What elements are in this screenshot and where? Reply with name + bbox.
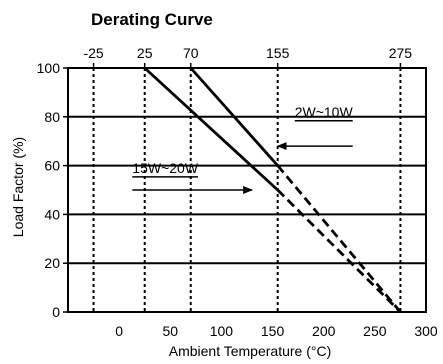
top-tick-label: 155: [266, 45, 290, 61]
series-1-solid-segment: [143, 66, 279, 192]
x-tick-label: 250: [363, 323, 387, 339]
series-1-dashed-segment: [276, 189, 402, 313]
x-tick-label: 50: [162, 323, 178, 339]
top-tick-label: 275: [389, 45, 413, 61]
x-axis-label: Ambient Temperature (°C): [169, 343, 332, 359]
series-0-solid-segment: [189, 67, 279, 167]
x-tick-label: 200: [312, 323, 336, 339]
x-tick-label: 150: [261, 323, 285, 339]
series: [143, 66, 402, 313]
top-tick-label: -25: [83, 45, 103, 61]
annotation-label: 15W~20W: [132, 160, 199, 176]
chart-title: Derating Curve: [91, 10, 213, 29]
x-tick-label: 300: [414, 323, 438, 339]
top-tick-label: 25: [137, 45, 153, 61]
ticks: 0 20 40 60 80 100 -25 25 70 155 275 0 50 100 150 200 250…: [37, 45, 438, 339]
y-tick-label: 0: [52, 304, 60, 320]
y-tick-label: 80: [44, 109, 60, 125]
y-tick-label: 100: [37, 60, 61, 76]
x-tick-label: 0: [115, 323, 123, 339]
series-0-dashed-segment: [276, 164, 402, 313]
y-axis-label: Load Factor (%): [10, 137, 26, 237]
annotations: 2W~10W 15W~20W: [132, 104, 354, 194]
y-tick-label: 40: [44, 206, 60, 222]
y-tick-label: 20: [44, 255, 60, 271]
top-tick-label: 70: [183, 45, 199, 61]
plot-frame: [67, 67, 427, 313]
annotation-label: 2W~10W: [295, 104, 354, 120]
y-tick-label: 60: [44, 158, 60, 174]
x-tick-label: 100: [210, 323, 234, 339]
